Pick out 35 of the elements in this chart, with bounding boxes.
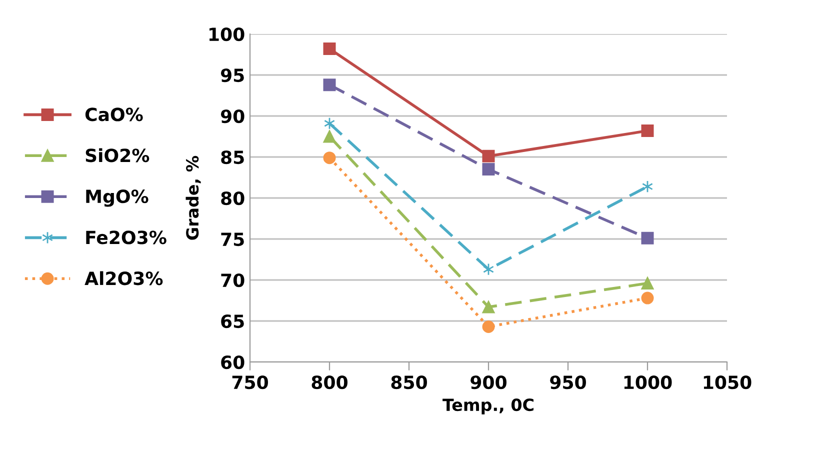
x-axis-title: Temp., 0C (442, 398, 534, 414)
x-tick-label: 900 (470, 376, 506, 390)
point (323, 130, 336, 143)
point (482, 163, 495, 176)
point (323, 152, 336, 164)
legend-label: SiO2% (86, 148, 150, 162)
legend-label: MgO% (86, 190, 148, 207)
y-tick-label: 75 (221, 232, 244, 246)
point (323, 42, 336, 56)
x-tick-label: 850 (391, 376, 427, 390)
y-tick-label: 70 (221, 273, 244, 288)
y-tick-label: 65 (221, 314, 244, 328)
point (482, 150, 495, 162)
point (323, 78, 336, 92)
y-tick-label: 100 (209, 27, 244, 42)
y-tick-label: 95 (220, 68, 244, 82)
y-tick-label: 90 (220, 109, 244, 124)
point (482, 300, 495, 314)
y-tick-label: 85 (221, 150, 244, 164)
point (641, 277, 654, 290)
y-tick-label: 60 (221, 355, 244, 370)
legend-label: Fe2O3% (86, 230, 166, 244)
legend-label: CaO% (85, 108, 143, 122)
y-axis-title: Grade, % (186, 156, 201, 240)
x-tick-label: 800 (312, 376, 348, 390)
point (482, 320, 495, 333)
point (641, 232, 654, 244)
x-tick-label: 750 (232, 376, 268, 390)
legend-label: Al2O3% (84, 271, 163, 286)
x-tick-label: 1050 (704, 376, 752, 390)
point (641, 124, 654, 138)
y-tick-label: 80 (221, 191, 244, 206)
point (641, 292, 654, 304)
x-tick-label: 950 (550, 376, 586, 390)
x-tick-label: 1000 (624, 376, 672, 390)
